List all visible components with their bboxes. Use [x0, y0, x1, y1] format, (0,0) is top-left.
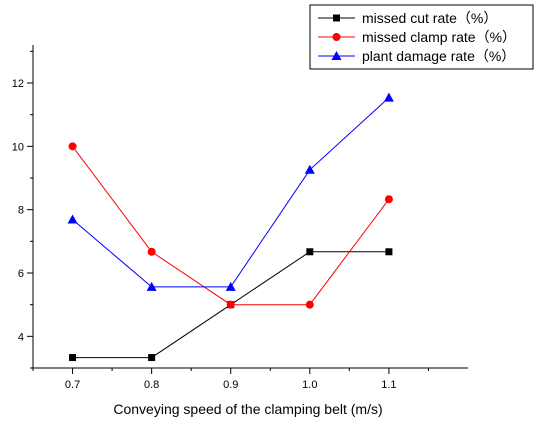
data-point — [148, 354, 156, 362]
data-point — [304, 164, 315, 174]
legend-item: missed clamp rate（%） — [318, 29, 516, 45]
chart-axes: 4 6 8 10 12 0.7 0.8 0.9 1.0 1.1 — [12, 45, 468, 391]
data-point — [67, 214, 78, 224]
legend-marker — [333, 14, 340, 22]
legend: missed cut rate（%） missed clamp rate（%） pl… — [309, 4, 534, 70]
legend-item: plant damage rate（%） — [318, 48, 515, 64]
legend-marker — [331, 51, 342, 60]
data-point — [146, 281, 157, 291]
legend-marker — [332, 33, 341, 41]
x-axis-label: Conveying speed of the clamping belt (m/… — [113, 401, 382, 417]
data-point — [69, 354, 77, 362]
y-tick-label: 10 — [12, 141, 24, 153]
series-line — [72, 97, 390, 288]
data-point — [147, 247, 156, 256]
y-tick-label: 12 — [12, 78, 24, 90]
data-point — [383, 92, 394, 102]
data-point — [68, 142, 77, 151]
legend-item: missed cut rate（%） — [318, 10, 497, 26]
y-tick-label: 4 — [18, 331, 24, 343]
x-tick-label: 0.9 — [223, 379, 238, 391]
x-tick-label: 1.0 — [302, 379, 317, 391]
legend-label: plant damage rate（%） — [362, 48, 515, 64]
series-line — [72, 146, 390, 306]
data-point — [384, 195, 393, 204]
data-point — [306, 248, 314, 256]
data-point — [226, 300, 235, 309]
data-point — [225, 281, 236, 291]
x-tick-label: 1.1 — [381, 379, 396, 391]
series-layer — [67, 92, 394, 362]
data-point — [385, 248, 393, 256]
legend-label: missed clamp rate（%） — [362, 29, 516, 45]
series-3 — [67, 92, 394, 291]
x-tick-label: 0.7 — [65, 379, 80, 391]
legend-label: missed cut rate（%） — [362, 10, 497, 26]
y-tick-label: 6 — [18, 268, 24, 280]
series-2 — [68, 142, 393, 309]
x-tick-label: 0.8 — [144, 379, 159, 391]
y-tick-label: 8 — [18, 205, 24, 217]
data-point — [305, 300, 314, 309]
